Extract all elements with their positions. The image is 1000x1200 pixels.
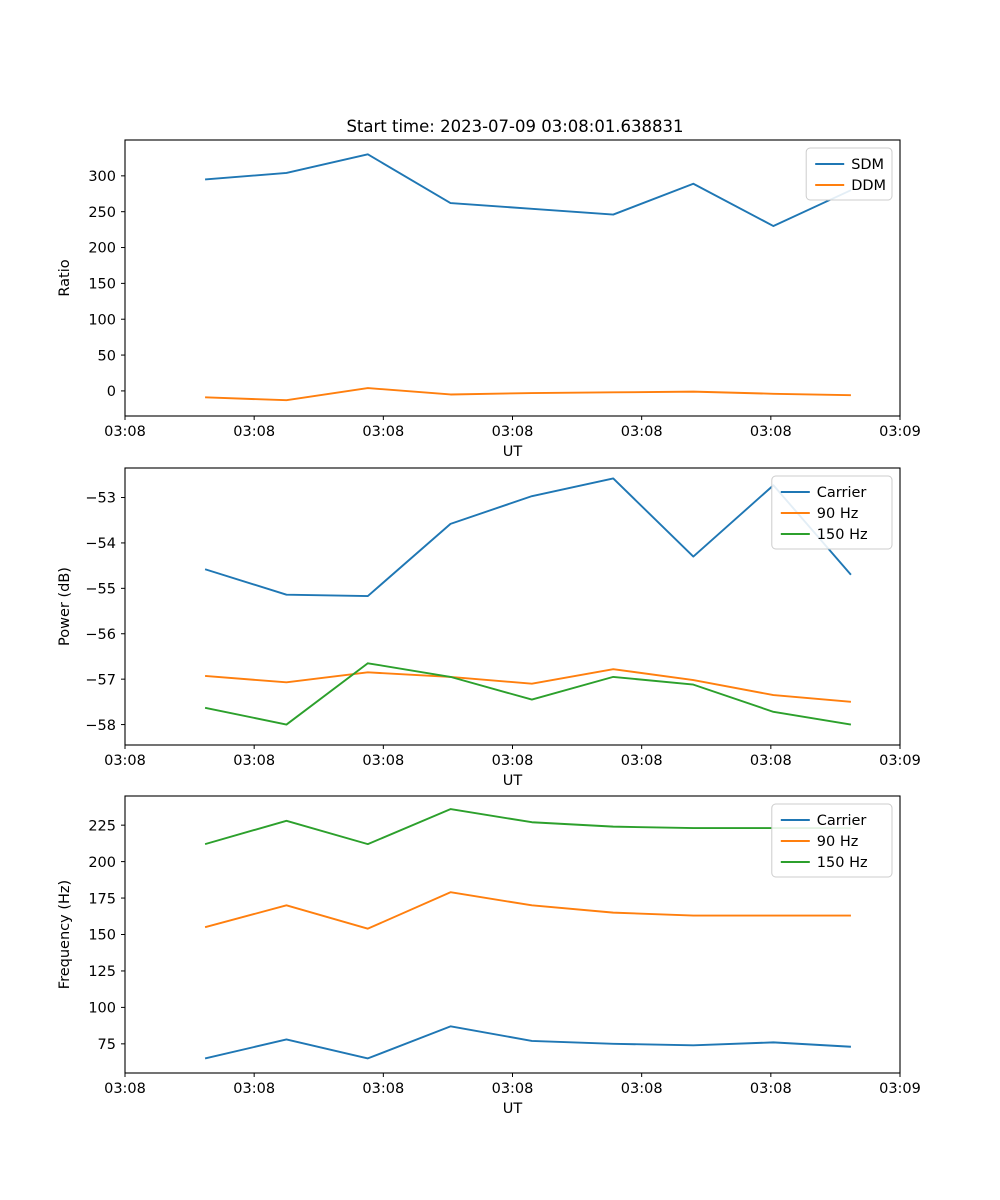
y-tick-label: −58 <box>85 718 116 734</box>
y-axis-label: Frequency (Hz) <box>57 880 73 989</box>
y-tick-label: 0 <box>107 384 116 400</box>
x-tick-label: 03:08 <box>492 1081 534 1097</box>
series-line-carrier <box>204 477 852 598</box>
x-tick-label: 03:08 <box>492 753 534 769</box>
x-tick-label: 03:09 <box>879 1081 921 1097</box>
series-line-sdm <box>205 153 852 227</box>
y-tick-label: 50 <box>98 348 116 364</box>
x-axis: 03:08 03:08 03:08 03:08 03:08 03:08 03:09 UT <box>104 416 921 460</box>
y-axis: 0 50 100 150 200 250 300 Ratio <box>57 169 125 400</box>
y-axis-label: Ratio <box>57 259 73 296</box>
y-tick-label: 100 <box>88 1001 116 1017</box>
legend-label-90-hz: 90 Hz <box>817 506 859 522</box>
chart-panel-ratio: 03:08 03:08 03:08 03:08 03:08 03:08 03:09 UT 0 50… <box>57 139 921 460</box>
y-tick-label: 300 <box>88 169 116 185</box>
legend: SDM DDM <box>805 147 893 201</box>
legend-background <box>771 475 893 550</box>
x-tick-label: 03:08 <box>233 424 275 440</box>
x-tick-label: 03:08 <box>233 1081 275 1097</box>
x-axis-label: UT <box>503 1101 523 1117</box>
y-tick-label: 75 <box>98 1037 116 1053</box>
x-tick-label: 03:09 <box>879 753 921 769</box>
legend-label-150-hz: 150 Hz <box>817 527 868 543</box>
x-tick-label: 03:08 <box>621 424 663 440</box>
plot-area <box>125 468 900 745</box>
x-tick-label: 03:08 <box>750 1081 792 1097</box>
y-tick-label: 100 <box>88 312 116 328</box>
x-tick-label: 03:08 <box>362 424 404 440</box>
x-axis-label: UT <box>503 444 523 460</box>
y-tick-label: 150 <box>88 277 116 293</box>
x-tick-label: 03:08 <box>233 753 275 769</box>
y-axis: −58 −57 −56 −55 −54 −53 Power (dB) <box>57 491 125 734</box>
x-tick-label: 03:08 <box>750 424 792 440</box>
y-axis: 75 100 125 150 175 200 225 Frequency (Hz) <box>57 818 125 1053</box>
y-tick-label: 200 <box>88 241 116 257</box>
x-tick-label: 03:08 <box>104 424 146 440</box>
y-tick-label: −54 <box>85 536 116 552</box>
x-tick-label: 03:08 <box>621 1081 663 1097</box>
legend-label-90-hz: 90 Hz <box>817 834 859 850</box>
x-tick-label: 03:08 <box>104 1081 146 1097</box>
plot-area <box>125 796 900 1073</box>
x-tick-label: 03:09 <box>879 424 921 440</box>
y-tick-label: −55 <box>85 582 116 598</box>
series-group <box>205 153 852 402</box>
legend-label-carrier: Carrier <box>817 485 867 501</box>
series-group <box>204 808 851 1060</box>
series-line-90-hz <box>204 891 851 930</box>
y-tick-label: −57 <box>85 672 116 688</box>
x-tick-label: 03:08 <box>362 1081 404 1097</box>
x-tick-label: 03:08 <box>492 424 534 440</box>
legend-background <box>771 803 893 878</box>
x-axis: 03:08 03:08 03:08 03:08 03:08 03:08 03:09 UT <box>104 745 921 789</box>
page-title: Start time: 2023-07-09 03:08:01.638831 <box>346 117 683 136</box>
y-tick-label: −53 <box>85 491 116 507</box>
series-line-150-hz <box>204 808 851 846</box>
series-line-150-hz <box>204 662 852 726</box>
y-tick-label: 250 <box>88 205 116 221</box>
series-line-ddm <box>205 387 851 402</box>
x-axis: 03:08 03:08 03:08 03:08 03:08 03:08 03:09 UT <box>104 1073 921 1117</box>
y-tick-label: 225 <box>88 818 116 834</box>
chart-panel-power: 03:08 03:08 03:08 03:08 03:08 03:08 03:09 UT −58… <box>57 467 921 789</box>
y-tick-label: 150 <box>88 928 116 944</box>
x-tick-label: 03:08 <box>750 753 792 769</box>
chart-panel-frequency: 03:08 03:08 03:08 03:08 03:08 03:08 03:09 UT 75 1… <box>57 795 921 1117</box>
series-line-90-hz <box>205 668 852 703</box>
y-tick-label: 125 <box>88 964 116 980</box>
x-axis-label: UT <box>503 773 523 789</box>
y-axis-label: Power (dB) <box>57 567 73 646</box>
legend-label-carrier: Carrier <box>817 813 867 829</box>
y-tick-label: 200 <box>88 855 116 871</box>
legend: Carrier 90 Hz 150 Hz <box>771 803 893 878</box>
series-group <box>204 477 852 726</box>
legend-label-sdm: SDM <box>851 157 884 173</box>
legend-label-150-hz: 150 Hz <box>817 855 868 871</box>
y-tick-label: −56 <box>85 627 116 643</box>
y-tick-label: 175 <box>88 891 116 907</box>
legend-label-ddm: DDM <box>851 178 886 194</box>
x-tick-label: 03:08 <box>104 753 146 769</box>
legend: Carrier 90 Hz 150 Hz <box>771 475 893 550</box>
x-tick-label: 03:08 <box>621 753 663 769</box>
series-line-carrier <box>204 1025 851 1060</box>
x-tick-label: 03:08 <box>362 753 404 769</box>
legend-background <box>805 147 893 201</box>
plot-area <box>125 140 900 416</box>
